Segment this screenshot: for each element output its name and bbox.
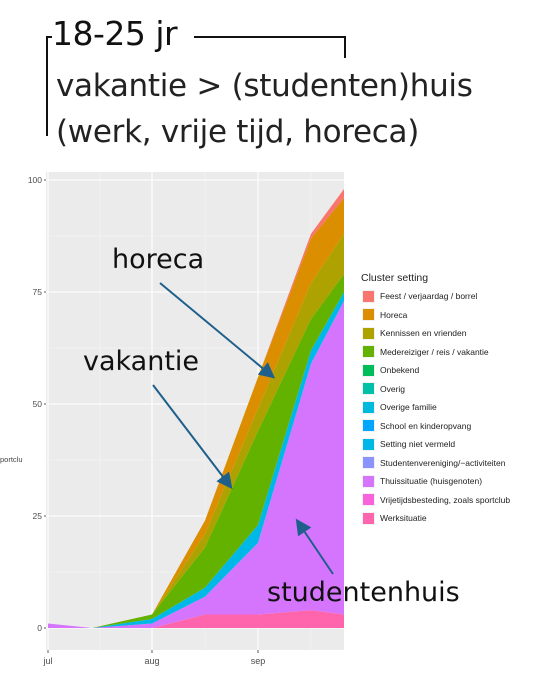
legend-swatch bbox=[362, 308, 375, 322]
legend-swatch bbox=[362, 289, 375, 303]
arrow-vakantie bbox=[152, 384, 233, 490]
heading-title: 18-25 jr bbox=[52, 14, 178, 53]
legend-item: Vrijetijdsbesteding, zoals sportclub bbox=[361, 491, 537, 510]
area-thuissituatie-huisgenoten- bbox=[48, 300, 344, 628]
legend-item: Feest / verjaardag / borrel bbox=[361, 287, 537, 306]
legend-item: Setting niet vermeld bbox=[361, 435, 537, 454]
legend-items: Feest / verjaardag / borrel Horeca Kenniss… bbox=[361, 287, 537, 528]
bracket-right-tick bbox=[344, 36, 346, 58]
annotation-vakantie: vakantie bbox=[83, 346, 200, 377]
legend-item: Thuissituatie (huisgenoten) bbox=[361, 472, 537, 491]
cut-off-axis-label: portclu bbox=[0, 455, 23, 464]
legend-label: Werksituatie bbox=[380, 513, 427, 524]
bracket-left-tick bbox=[46, 36, 52, 38]
legend-item: Studentenvereniging/−activiteiten bbox=[361, 454, 537, 473]
legend-item: Overig bbox=[361, 380, 537, 399]
legend-label: Medereiziger / reis / vakantie bbox=[380, 346, 489, 357]
axes: 0 25 50 75 100 jul aug sep bbox=[28, 175, 265, 666]
legend-item: Kennissen en vrienden bbox=[361, 324, 537, 343]
legend-label: Setting niet vermeld bbox=[380, 439, 456, 450]
legend-label: Thuissituatie (huisgenoten) bbox=[380, 476, 483, 487]
legend-swatch bbox=[362, 345, 375, 359]
legend-swatch bbox=[362, 456, 375, 470]
legend-swatch bbox=[362, 382, 375, 396]
legend-swatch bbox=[362, 437, 375, 451]
legend-item: Overige familie bbox=[361, 398, 537, 417]
area-werksituatie bbox=[48, 610, 344, 628]
area-feest-verjaardag-borrel bbox=[48, 188, 344, 628]
legend-swatch bbox=[362, 419, 375, 433]
legend-title: Cluster setting bbox=[361, 272, 429, 284]
legend-label: Horeca bbox=[380, 309, 408, 320]
legend-swatch bbox=[362, 363, 375, 377]
bracket-left-line bbox=[46, 36, 48, 136]
legend-label: Overige familie bbox=[380, 402, 437, 413]
legend-label: Studentenvereniging/−activiteiten bbox=[380, 457, 506, 468]
chart-legend: Cluster setting Feest / verjaardag / bor… bbox=[361, 272, 537, 528]
legend-item: Onbekend bbox=[361, 361, 537, 380]
legend-label: Vrijetijdsbesteding, zoals sportclub bbox=[380, 494, 511, 505]
y-tick-label-50: 50 bbox=[33, 399, 43, 409]
heading-line-2: vakantie > (studenten)huis bbox=[56, 68, 473, 104]
bracket-top-line bbox=[194, 36, 346, 38]
area-horeca bbox=[48, 197, 344, 629]
legend-swatch bbox=[362, 326, 375, 340]
legend-swatch bbox=[362, 474, 375, 488]
y-tick-label-75: 75 bbox=[33, 287, 43, 297]
legend-label: Kennissen en vrienden bbox=[380, 328, 467, 339]
area-stack bbox=[48, 188, 344, 629]
legend-swatch bbox=[362, 511, 375, 525]
y-tick-label-25: 25 bbox=[33, 511, 43, 521]
legend-swatch bbox=[362, 493, 375, 507]
annotation-arrows bbox=[152, 282, 334, 575]
heading-line-3: (werk, vrije tijd, horeca) bbox=[56, 114, 420, 150]
area-kennissen-en-vrienden bbox=[48, 233, 344, 628]
x-tick-label-jul: jul bbox=[42, 656, 52, 666]
annotation-horeca: horeca bbox=[112, 244, 205, 275]
legend-label: Onbekend bbox=[380, 365, 420, 376]
annotation-studentenhuis: studentenhuis bbox=[267, 577, 460, 608]
legend-label: School en kinderopvang bbox=[380, 420, 472, 431]
y-tick-label-0: 0 bbox=[37, 623, 42, 633]
legend-item: Medereiziger / reis / vakantie bbox=[361, 343, 537, 362]
x-tick-label-sep: sep bbox=[251, 656, 266, 666]
x-tick-label-aug: aug bbox=[144, 656, 159, 666]
legend-item: Horeca bbox=[361, 306, 537, 325]
legend-label: Overig bbox=[380, 383, 406, 394]
legend-item: Werksituatie bbox=[361, 509, 537, 528]
arrow-horeca bbox=[159, 282, 276, 379]
legend-item: School en kinderopvang bbox=[361, 417, 537, 436]
arrow-studentenhuis bbox=[295, 518, 334, 575]
legend-swatch bbox=[362, 400, 375, 414]
y-tick-label-100: 100 bbox=[28, 175, 42, 185]
legend-label: Feest / verjaardag / borrel bbox=[380, 291, 478, 302]
